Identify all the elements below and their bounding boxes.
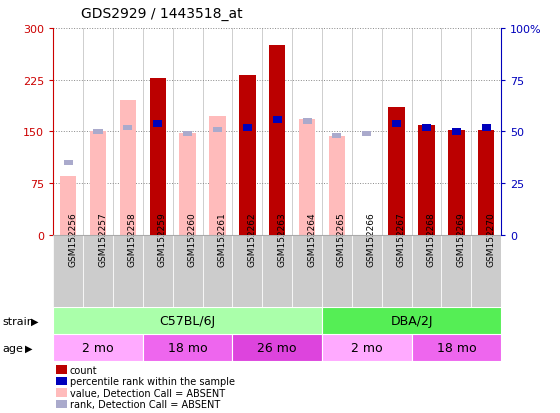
Bar xyxy=(150,78,166,235)
Bar xyxy=(302,119,311,125)
Bar xyxy=(478,131,494,235)
Bar xyxy=(143,335,232,361)
Text: GDS2929 / 1443518_at: GDS2929 / 1443518_at xyxy=(81,7,243,21)
Bar xyxy=(322,335,412,361)
Bar xyxy=(120,101,136,235)
Text: GSM152269: GSM152269 xyxy=(456,212,465,266)
Bar xyxy=(441,235,472,308)
Bar xyxy=(452,129,461,135)
Bar xyxy=(273,116,282,123)
Bar xyxy=(243,125,252,131)
Text: 2 mo: 2 mo xyxy=(351,342,382,354)
Bar xyxy=(329,137,345,235)
Bar xyxy=(172,235,203,308)
Bar xyxy=(64,160,73,166)
Text: GSM152263: GSM152263 xyxy=(277,212,286,266)
Bar xyxy=(262,235,292,308)
Text: count: count xyxy=(70,365,97,375)
Bar xyxy=(412,235,441,308)
Text: 2 mo: 2 mo xyxy=(82,342,114,354)
Text: 18 mo: 18 mo xyxy=(437,342,476,354)
Bar xyxy=(213,127,222,133)
Bar xyxy=(299,120,315,235)
Text: GSM152270: GSM152270 xyxy=(486,212,495,266)
Bar xyxy=(392,121,401,127)
Bar xyxy=(179,133,196,235)
Text: C57BL/6J: C57BL/6J xyxy=(160,315,216,328)
Bar xyxy=(53,308,322,335)
Text: GSM152258: GSM152258 xyxy=(128,212,137,266)
Bar xyxy=(422,125,431,131)
Bar xyxy=(352,235,382,308)
Bar xyxy=(153,121,162,127)
Text: GSM152264: GSM152264 xyxy=(307,212,316,266)
Bar xyxy=(90,132,106,235)
Bar xyxy=(113,235,143,308)
Bar xyxy=(322,235,352,308)
Text: value, Detection Call = ABSENT: value, Detection Call = ABSENT xyxy=(70,388,225,398)
Bar xyxy=(382,235,412,308)
Bar xyxy=(203,235,232,308)
Text: strain: strain xyxy=(3,316,35,326)
Bar xyxy=(472,235,501,308)
Text: ▶: ▶ xyxy=(31,316,38,326)
Text: GSM152260: GSM152260 xyxy=(188,212,197,266)
Bar xyxy=(239,76,255,235)
Bar xyxy=(94,129,102,135)
Text: percentile rank within the sample: percentile rank within the sample xyxy=(70,376,235,386)
Bar xyxy=(143,235,172,308)
Bar xyxy=(232,335,322,361)
Text: 18 mo: 18 mo xyxy=(168,342,207,354)
Bar xyxy=(209,117,226,235)
Text: GSM152259: GSM152259 xyxy=(158,212,167,266)
Text: DBA/2J: DBA/2J xyxy=(390,315,433,328)
Bar xyxy=(269,46,286,235)
Bar xyxy=(53,235,83,308)
Text: GSM152262: GSM152262 xyxy=(248,212,256,266)
Bar xyxy=(322,308,501,335)
Text: GSM152257: GSM152257 xyxy=(98,212,107,266)
Bar xyxy=(362,131,371,137)
Bar xyxy=(418,125,435,235)
Bar xyxy=(60,177,76,235)
Text: ▶: ▶ xyxy=(25,343,32,353)
Bar xyxy=(482,125,491,131)
Text: GSM152267: GSM152267 xyxy=(396,212,405,266)
Text: GSM152256: GSM152256 xyxy=(68,212,77,266)
Bar xyxy=(53,335,143,361)
Bar xyxy=(292,235,322,308)
Bar xyxy=(83,235,113,308)
Bar xyxy=(183,131,192,137)
Bar xyxy=(448,131,465,235)
Text: GSM152266: GSM152266 xyxy=(367,212,376,266)
Bar xyxy=(123,125,132,131)
Text: GSM152265: GSM152265 xyxy=(337,212,346,266)
Bar xyxy=(333,133,342,139)
Text: age: age xyxy=(3,343,24,353)
Text: rank, Detection Call = ABSENT: rank, Detection Call = ABSENT xyxy=(70,399,220,409)
Text: 26 mo: 26 mo xyxy=(258,342,297,354)
Bar xyxy=(232,235,262,308)
Bar xyxy=(412,335,501,361)
Text: GSM152261: GSM152261 xyxy=(217,212,226,266)
Text: GSM152268: GSM152268 xyxy=(427,212,436,266)
Bar xyxy=(389,108,405,235)
